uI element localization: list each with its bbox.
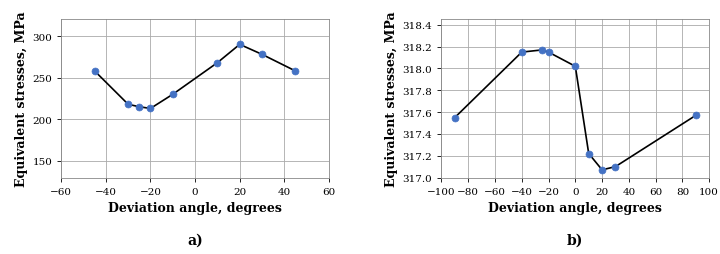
Y-axis label: Equivalent stresses, MPa: Equivalent stresses, MPa bbox=[385, 12, 398, 186]
X-axis label: Deviation angle, degrees: Deviation angle, degrees bbox=[108, 201, 282, 214]
Y-axis label: Equivalent stresses, MPa: Equivalent stresses, MPa bbox=[15, 12, 28, 186]
Text: a): a) bbox=[187, 232, 203, 246]
Text: b): b) bbox=[567, 232, 583, 246]
X-axis label: Deviation angle, degrees: Deviation angle, degrees bbox=[488, 201, 662, 214]
